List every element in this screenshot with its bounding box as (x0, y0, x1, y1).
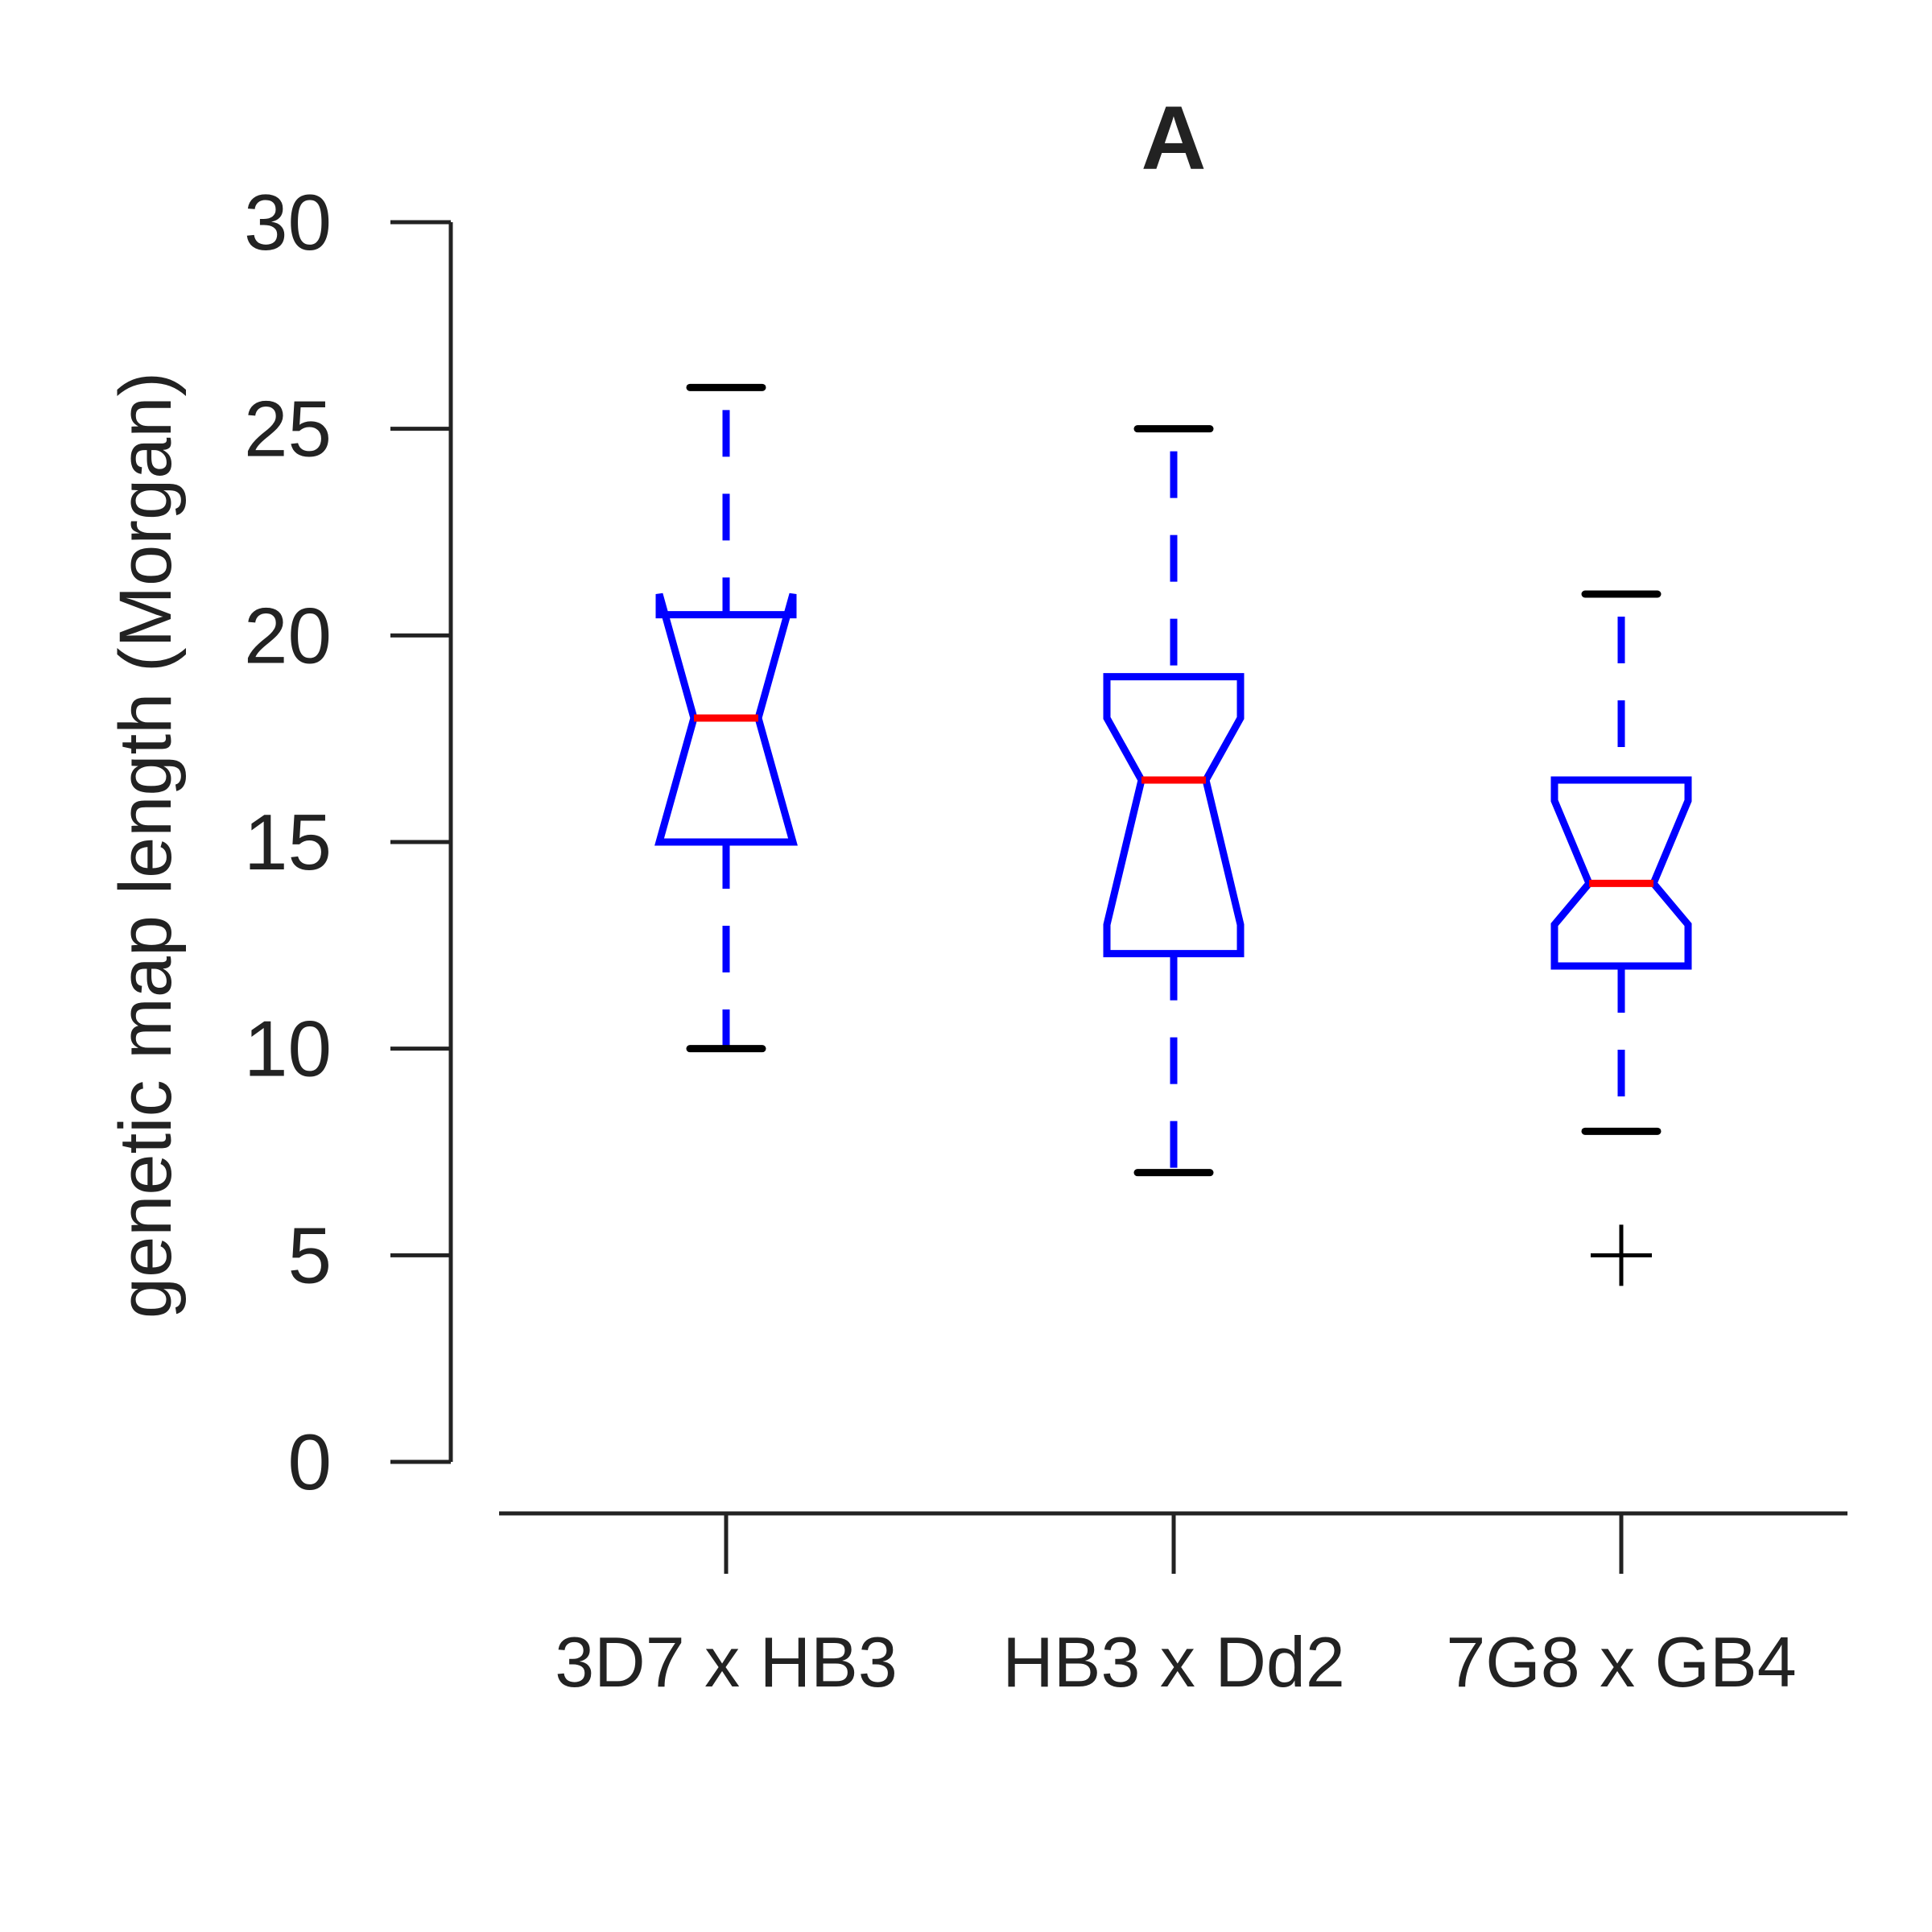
box-body (654, 592, 798, 846)
x-tick-label: HB3 x Dd2 (1002, 1622, 1345, 1702)
y-tick-label: 30 (244, 178, 332, 266)
box-body (1550, 776, 1692, 970)
box-body (1103, 673, 1245, 958)
x-tick-label: 3D7 x HB3 (555, 1622, 898, 1702)
box-group (654, 383, 798, 1053)
chart-title: A (1141, 88, 1207, 188)
y-tick-label: 5 (287, 1211, 332, 1299)
x-axis: 3D7 x HB3 HB3 x Dd2 7G8 x GB4 (499, 1511, 1847, 1702)
y-tick-label: 0 (287, 1418, 332, 1506)
y-tick-label: 20 (244, 591, 332, 679)
y-axis-title: genetic map length (Morgan) (105, 372, 187, 1319)
y-axis: 0 5 10 15 20 25 30 (244, 178, 453, 1506)
y-tick-label: 10 (244, 1005, 332, 1093)
box-group (1550, 590, 1692, 1286)
boxes (654, 383, 1692, 1286)
y-tick-label: 15 (244, 798, 332, 886)
y-tick-label: 25 (244, 385, 332, 473)
x-tick-label: 7G8 x GB4 (1446, 1622, 1796, 1702)
box-group (1103, 425, 1245, 1177)
